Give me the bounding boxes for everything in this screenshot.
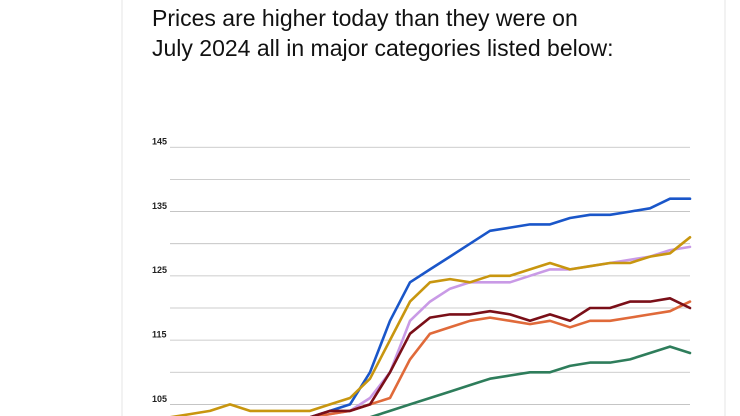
y-tick-label: 105: [152, 394, 167, 404]
chart-title: July 2024 all in major categories listed…: [152, 35, 614, 61]
series-line: [170, 197, 692, 416]
y-tick-label: 145: [152, 137, 167, 147]
chart-title: Prices are higher today than they were o…: [152, 5, 578, 31]
series-line: [170, 300, 692, 416]
series-line: [170, 297, 692, 416]
y-tick-label: 135: [152, 201, 167, 211]
series-line: [170, 245, 692, 416]
series-line: [170, 345, 692, 416]
series-line: [169, 236, 692, 416]
y-tick-label: 115: [152, 330, 167, 340]
y-tick-label: 125: [152, 265, 167, 275]
